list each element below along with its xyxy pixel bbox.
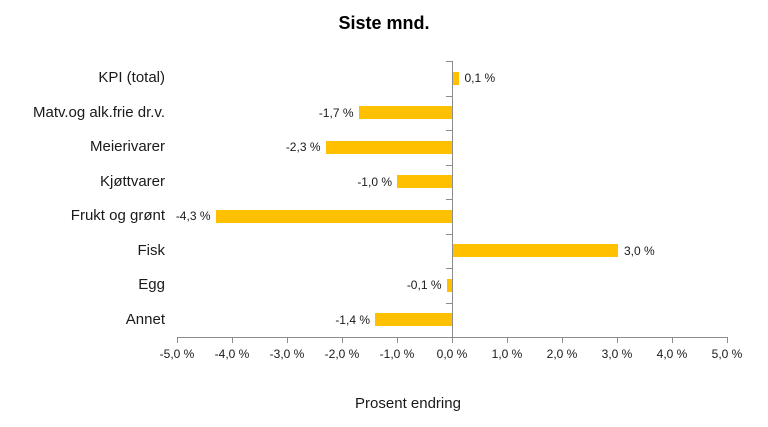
x-tick-label: -5,0 % <box>159 347 195 361</box>
category-axis-tick <box>446 302 452 304</box>
category-axis-tick <box>446 268 452 269</box>
value-axis-tick <box>232 337 233 343</box>
category-axis-line <box>452 61 453 338</box>
category-label: Annet <box>125 310 165 328</box>
category-axis-tick <box>446 199 452 200</box>
bar <box>325 140 452 154</box>
x-tick-label: 3,0 % <box>601 347 633 361</box>
value-axis-tick <box>397 337 398 343</box>
bar <box>397 175 452 189</box>
category-label: Fisk <box>137 241 166 259</box>
bar-value-label: -0,1 % <box>406 278 442 293</box>
value-axis-tick <box>727 337 728 343</box>
x-tick-label: 1,0 % <box>491 347 523 361</box>
value-axis-tick <box>507 337 508 343</box>
bar-value-label: -4,3 % <box>175 209 211 224</box>
x-tick-label: 2,0 % <box>546 347 578 361</box>
bar <box>453 71 459 85</box>
value-axis-tick <box>177 337 178 343</box>
bar <box>358 106 452 120</box>
category-axis-tick <box>446 233 452 235</box>
category-label: Matv.og alk.frie dr.v. <box>33 103 165 121</box>
value-axis-tick <box>562 337 563 343</box>
category-axis-tick <box>446 95 452 97</box>
category-axis-tick <box>446 337 452 338</box>
bar-value-label: 3,0 % <box>624 243 655 258</box>
x-tick-label: -1,0 % <box>379 347 415 361</box>
bar <box>215 209 452 223</box>
category-axis-tick <box>446 61 452 62</box>
x-tick-label: 4,0 % <box>656 347 688 361</box>
bar <box>446 278 452 292</box>
x-tick-label: -3,0 % <box>269 347 305 361</box>
category-label: Frukt og grønt <box>70 207 165 225</box>
x-tick-label: 5,0 % <box>711 347 743 361</box>
bar-value-label: -2,3 % <box>285 140 321 155</box>
bar <box>453 244 618 258</box>
chart-title: Siste mnd. <box>338 13 430 33</box>
bar-value-label: -1,0 % <box>357 174 392 189</box>
x-tick-label: 0,0 % <box>436 347 468 361</box>
x-tick-label: -2,0 % <box>324 347 360 361</box>
value-axis-tick <box>287 337 288 343</box>
bar-value-label: -1,7 % <box>318 105 354 120</box>
category-label: Meierivarer <box>89 138 165 156</box>
x-axis-title: Prosent endring <box>355 395 461 412</box>
x-tick-label: -4,0 % <box>214 347 250 361</box>
bar <box>375 313 452 327</box>
category-axis-tick <box>446 164 452 166</box>
category-label: Egg <box>138 276 165 294</box>
value-axis-tick <box>672 337 673 343</box>
category-axis-tick <box>446 130 452 131</box>
category-label: Kjøttvarer <box>99 172 165 190</box>
value-axis-tick <box>342 337 343 343</box>
bar-value-label: 0,1 % <box>464 71 496 86</box>
bar-value-label: -1,4 % <box>335 312 370 327</box>
value-axis-tick <box>617 337 618 343</box>
value-axis-tick <box>452 337 453 343</box>
category-label: KPI (total) <box>98 69 165 87</box>
